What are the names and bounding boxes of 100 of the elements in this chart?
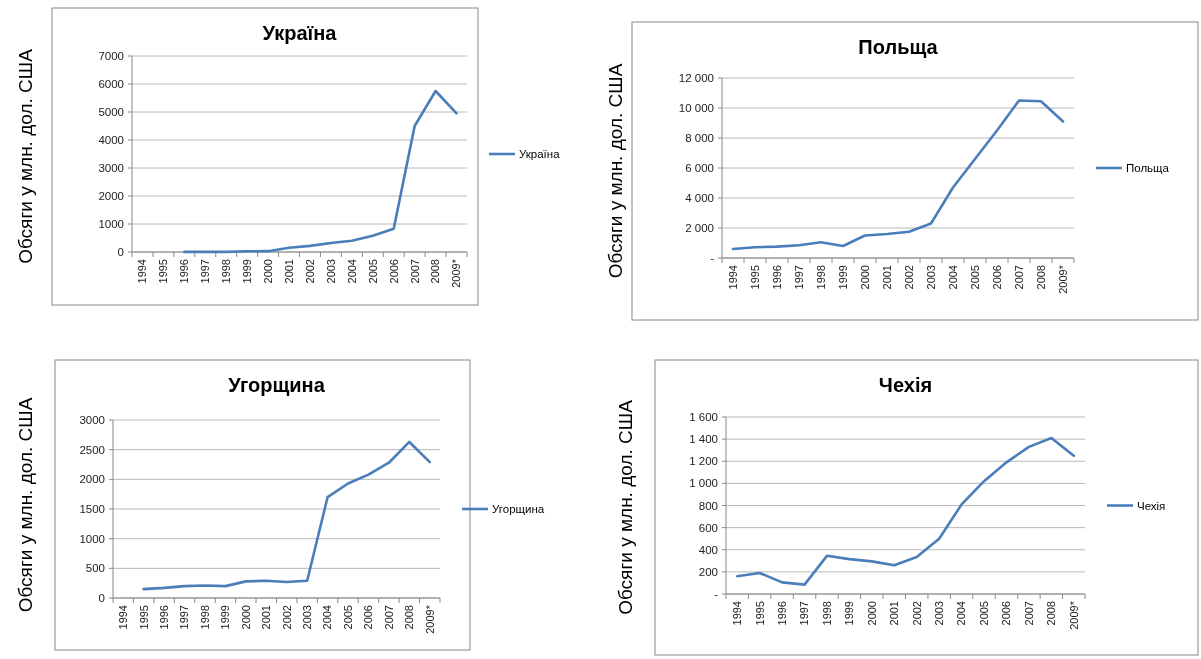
x-tick-label: 2005 — [366, 259, 379, 284]
x-tick-label: 2000 — [239, 605, 252, 630]
x-tick-label: 1996 — [770, 265, 783, 290]
x-tick-label: 2009* — [450, 258, 463, 288]
x-tick-label: 2004 — [946, 265, 959, 290]
y-tick-label: 200 — [698, 565, 718, 578]
x-tick-label: 2008 — [429, 259, 442, 284]
x-tick-label: 2006 — [990, 265, 1003, 290]
x-tick-label: 2003 — [301, 605, 314, 630]
x-tick-label: 2001 — [260, 605, 273, 630]
chart-title: Україна — [262, 22, 338, 44]
x-tick-label: 1997 — [199, 259, 212, 284]
x-tick-label: 2008 — [1034, 265, 1047, 290]
y-tick-label: 2 000 — [685, 222, 714, 235]
y-tick-label: 2000 — [98, 190, 124, 203]
x-tick-label: 2003 — [324, 259, 337, 284]
x-tick-label: 2009* — [423, 604, 436, 634]
x-tick-label: 2005 — [977, 601, 990, 626]
x-tick-label: 1994 — [117, 605, 130, 630]
y-axis-title: Обсяги у млн. дол. США — [605, 63, 626, 279]
y-tick-label: - — [710, 252, 715, 265]
x-tick-label: 1995 — [157, 259, 170, 284]
x-tick-label: 1996 — [178, 259, 191, 284]
y-tick-label: 1 000 — [689, 477, 718, 490]
x-tick-label: 1998 — [198, 605, 211, 630]
x-tick-label: 1997 — [178, 605, 191, 630]
x-tick-label: 2002 — [902, 265, 915, 290]
x-tick-label: 1999 — [219, 605, 232, 630]
x-tick-label: 2001 — [880, 265, 893, 290]
y-tick-label: 2500 — [79, 443, 105, 456]
legend-label: Польща — [1126, 162, 1170, 175]
x-tick-label: 2004 — [345, 259, 358, 284]
legend-label: Чехія — [1137, 499, 1166, 512]
legend-label: Угорщина — [492, 503, 545, 516]
x-tick-label: 2005 — [341, 605, 354, 630]
y-tick-label: 8 000 — [685, 132, 714, 145]
x-tick-label: 1998 — [820, 601, 833, 626]
y-tick-label: 1 600 — [689, 411, 718, 424]
y-axis-title: Обсяги у млн. дол. США — [15, 48, 36, 264]
x-tick-label: 2000 — [261, 259, 274, 284]
y-tick-label: 4 000 — [685, 192, 714, 205]
y-tick-label: 0 — [117, 246, 124, 259]
chart-title: Угорщина — [228, 374, 326, 396]
y-axis-title: Обсяги у млн. дол. США — [615, 399, 636, 615]
y-tick-label: 10 000 — [678, 102, 714, 115]
y-tick-label: 0 — [98, 592, 105, 605]
y-tick-label: 1500 — [79, 503, 105, 516]
y-tick-label: 4000 — [98, 134, 124, 147]
x-tick-label: 2008 — [1045, 601, 1058, 626]
y-tick-label: 1 200 — [689, 455, 718, 468]
x-tick-label: 1994 — [731, 601, 744, 626]
x-tick-label: 2007 — [1022, 601, 1035, 626]
x-tick-label: 1996 — [775, 601, 788, 626]
x-tick-label: 2002 — [303, 259, 316, 284]
x-tick-label: 1995 — [137, 605, 150, 630]
x-tick-label: 2005 — [968, 265, 981, 290]
x-tick-label: 1999 — [241, 259, 254, 284]
line-series — [142, 440, 432, 591]
y-tick-label: 12 000 — [678, 72, 714, 85]
x-tick-label: 1994 — [726, 265, 739, 290]
x-tick-label: 2009* — [1056, 264, 1069, 294]
legend-label: Україна — [519, 148, 561, 161]
y-tick-label: 600 — [698, 521, 718, 534]
y-tick-label: 1000 — [79, 532, 105, 545]
y-tick-label: 3000 — [98, 162, 124, 175]
x-tick-label: 1998 — [220, 259, 233, 284]
x-tick-label: 1998 — [814, 265, 827, 290]
line-series — [731, 99, 1065, 251]
x-tick-label: 1997 — [798, 601, 811, 626]
x-tick-label: 2003 — [933, 601, 946, 626]
x-tick-label: 2007 — [382, 605, 395, 630]
x-tick-label: 1999 — [843, 601, 856, 626]
y-tick-label: 400 — [698, 543, 718, 556]
y-tick-label: 6000 — [98, 78, 124, 91]
x-tick-label: 2002 — [280, 605, 293, 630]
x-tick-label: 2003 — [924, 265, 937, 290]
x-tick-label: 2006 — [362, 605, 375, 630]
y-tick-label: 7000 — [98, 50, 124, 63]
line-series — [735, 436, 1076, 586]
x-tick-label: 2001 — [282, 259, 295, 284]
y-tick-label: 1 400 — [689, 433, 718, 446]
y-tick-label: 6 000 — [685, 162, 714, 175]
x-tick-label: 1994 — [136, 259, 149, 284]
x-tick-label: 2000 — [858, 265, 871, 290]
x-tick-label: 2004 — [955, 601, 968, 626]
x-tick-label: 2007 — [408, 259, 421, 284]
x-tick-label: 2001 — [888, 601, 901, 626]
chart-title: Чехія — [878, 374, 933, 396]
y-axis-title: Обсяги у млн. дол. США — [15, 397, 36, 613]
y-tick-label: 500 — [85, 562, 105, 575]
y-tick-label: 2000 — [79, 473, 105, 486]
y-tick-label: 3000 — [79, 414, 105, 427]
x-tick-label: 1995 — [748, 265, 761, 290]
x-tick-label: 1999 — [836, 265, 849, 290]
x-tick-label: 2009* — [1067, 600, 1080, 630]
x-tick-label: 1996 — [157, 605, 170, 630]
x-tick-label: 2002 — [910, 601, 923, 626]
line-series — [183, 89, 458, 254]
y-tick-label: - — [714, 588, 719, 601]
y-tick-label: 5000 — [98, 106, 124, 119]
